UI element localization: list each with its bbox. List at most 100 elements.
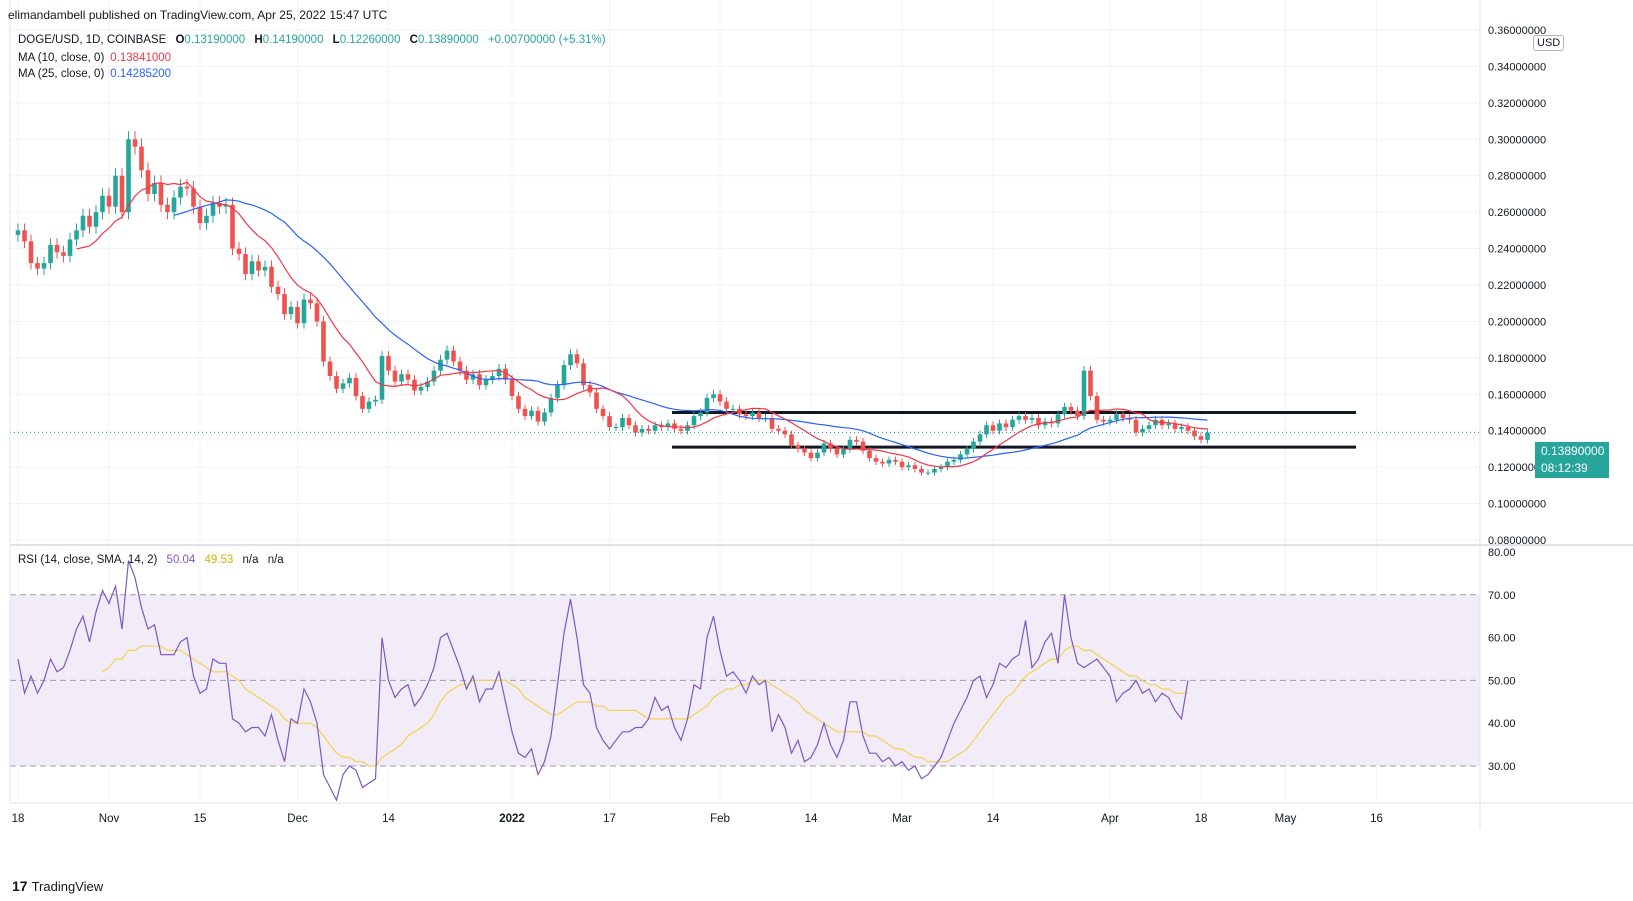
candle-body bbox=[152, 183, 157, 194]
candle-body bbox=[652, 425, 658, 431]
candle-body bbox=[28, 241, 34, 264]
candle-body bbox=[1055, 414, 1061, 424]
time-tick-label: 18 bbox=[1195, 813, 1208, 825]
candle-body bbox=[80, 215, 86, 231]
rsi-label: RSI (14, close, SMA, 14, 2) bbox=[18, 554, 158, 566]
ma10-value: 0.13841000 bbox=[110, 52, 172, 64]
candle-body bbox=[54, 244, 60, 253]
candle-body bbox=[1068, 407, 1074, 411]
ohlc-low: L0.12260000 bbox=[332, 34, 401, 46]
tradingview-footer[interactable]: 17 TradingView bbox=[12, 878, 103, 894]
candle-body bbox=[457, 361, 463, 371]
candle-body bbox=[1205, 432, 1210, 440]
candle-body bbox=[418, 387, 424, 391]
candle-body bbox=[139, 146, 144, 171]
ma10-legend[interactable]: MA (10, close, 0) 0.13841000 bbox=[18, 52, 177, 64]
candle-body bbox=[938, 467, 944, 469]
candle-body bbox=[698, 412, 703, 417]
ma10-line bbox=[76, 181, 1208, 468]
candle-body bbox=[1081, 370, 1087, 417]
candle-body bbox=[35, 263, 40, 269]
candle-body bbox=[776, 428, 781, 431]
time-tick-label: 16 bbox=[1370, 813, 1383, 825]
rsi-legend[interactable]: RSI (14, close, SMA, 14, 2) 50.04 49.53 … bbox=[18, 554, 290, 566]
candle-body bbox=[171, 197, 177, 213]
candle-body bbox=[600, 408, 606, 417]
candle-body bbox=[932, 468, 937, 473]
candle-body bbox=[607, 416, 612, 428]
candle-body bbox=[490, 376, 495, 380]
axis-ticks: 0.36000000 0.34000000 0.32000000 0.30000000… bbox=[12, 25, 1547, 825]
candle-body bbox=[1036, 417, 1041, 426]
candle-body bbox=[470, 374, 476, 380]
candle-body bbox=[880, 461, 885, 464]
candle-body bbox=[1023, 416, 1028, 420]
ohlc-change: +0.00700000 (+5.31%) bbox=[487, 34, 606, 46]
candle-body bbox=[431, 370, 437, 382]
candle-body bbox=[906, 465, 911, 468]
candle-body bbox=[425, 381, 430, 387]
candle-body bbox=[236, 248, 242, 255]
candle-body bbox=[555, 385, 560, 398]
support-resistance-lines bbox=[672, 411, 1356, 449]
rsi-sma-value: 49.53 bbox=[204, 554, 234, 566]
price-tick-label: 0.22000000 bbox=[1488, 280, 1546, 292]
last-price: 0.13890000 bbox=[1541, 444, 1605, 458]
candle-body bbox=[665, 423, 671, 428]
candle-body bbox=[1088, 370, 1093, 397]
time-tick-label: Nov bbox=[99, 813, 120, 825]
symbol-label[interactable]: DOGE/USD, 1D, COINBASE bbox=[18, 34, 167, 46]
candle-body bbox=[230, 204, 235, 249]
candle-body bbox=[750, 412, 755, 417]
candle-body bbox=[633, 425, 638, 433]
price-tick-label: 0.16000000 bbox=[1488, 389, 1546, 401]
ma25-label: MA (25, close, 0) bbox=[18, 68, 105, 80]
time-tick-label: 15 bbox=[194, 813, 207, 825]
ohlc-close: C0.13890000 bbox=[409, 34, 479, 46]
candle-body bbox=[93, 212, 99, 227]
time-tick-label: Apr bbox=[1101, 813, 1119, 825]
candle-body bbox=[496, 368, 502, 377]
candle-body bbox=[100, 195, 105, 213]
candle-body bbox=[314, 303, 320, 322]
rsi-lines bbox=[17, 560, 1189, 802]
candle-body bbox=[893, 459, 898, 462]
ma25-legend[interactable]: MA (25, close, 0) 0.14285200 bbox=[18, 68, 177, 80]
candle-body bbox=[379, 356, 385, 400]
candle-body bbox=[106, 195, 112, 207]
candle-body bbox=[483, 379, 489, 386]
candle-body bbox=[184, 186, 190, 189]
candle-body bbox=[1127, 417, 1132, 420]
candle-body bbox=[1179, 427, 1184, 429]
candle-body bbox=[223, 204, 229, 207]
candle-body bbox=[1062, 407, 1067, 415]
candle-body bbox=[1010, 419, 1015, 428]
candle-body bbox=[262, 266, 268, 271]
candle-body bbox=[574, 354, 580, 364]
candle-body bbox=[613, 427, 619, 429]
candle-body bbox=[15, 230, 21, 235]
ohlc-high: H0.14190000 bbox=[254, 34, 324, 46]
candle-body bbox=[711, 394, 716, 398]
candle-body bbox=[678, 428, 684, 431]
footer-brand: TradingView bbox=[31, 879, 104, 894]
currency-badge[interactable]: USD bbox=[1533, 35, 1565, 51]
candle-body bbox=[22, 230, 27, 242]
candle-body bbox=[1016, 416, 1022, 420]
candle-body bbox=[1042, 421, 1048, 426]
price-tick-label: 0.20000000 bbox=[1488, 316, 1546, 328]
candle-body bbox=[197, 206, 203, 224]
candle-body bbox=[594, 392, 599, 409]
candle-body bbox=[158, 183, 164, 205]
price-tick-label: 0.32000000 bbox=[1488, 98, 1546, 110]
candle-body bbox=[730, 408, 736, 410]
candle-body bbox=[548, 397, 554, 413]
rsi-na-1: n/a bbox=[242, 554, 259, 566]
candle-body bbox=[691, 416, 697, 426]
candle-body bbox=[477, 374, 482, 386]
candle-body bbox=[782, 430, 788, 435]
candle-body bbox=[1003, 423, 1009, 428]
candle-body bbox=[347, 377, 352, 384]
candle-body bbox=[366, 401, 372, 409]
